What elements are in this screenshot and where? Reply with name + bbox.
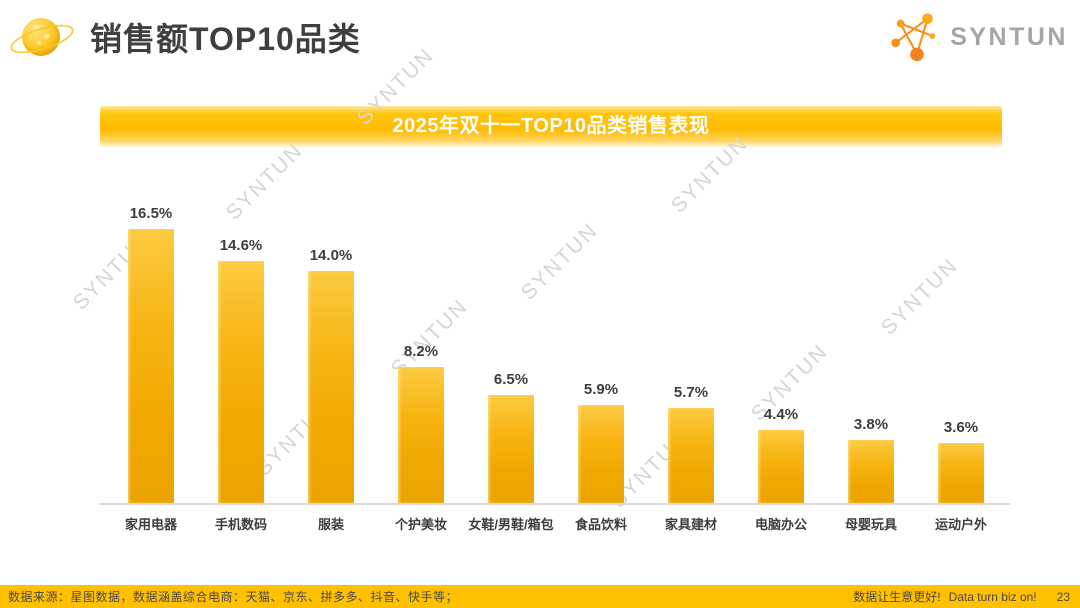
x-axis-label: 母婴玩具 — [844, 517, 897, 532]
syntun-logo: SYNTUN — [887, 10, 1068, 64]
planet-ball — [22, 18, 60, 56]
bar-value-label: 8.2% — [403, 343, 439, 360]
data-source-note: 数据来源：星图数据，数据涵盖综合电商：天猫、京东、拼多多、抖音、快手等； — [8, 590, 459, 604]
bar-chart: 16.5% 14.6% 14.0% 8.2% 6.5% 5.9% 5.7% 4.4% 3.8% 3… — [106, 180, 1006, 503]
bar-value-label: 16.5% — [129, 205, 173, 222]
chart-column-1: 16.5% — [106, 205, 196, 503]
footer-slogan-en: Data turn biz on! — [948, 589, 1037, 604]
bar-2 — [218, 261, 264, 503]
header: 销售额TOP10品类 SYNTUN — [7, 8, 1068, 66]
chart-title-banner: 2025年双十一TOP10品类销售表现 — [100, 106, 1002, 148]
bar-8 — [758, 430, 804, 503]
chart-column-4: 8.2% — [376, 343, 466, 503]
footer-right: 数据让生意更好! Data turn biz on! 23 — [853, 588, 1080, 605]
syntun-logo-icon — [891, 13, 936, 62]
x-axis-label: 食品饮料 — [574, 517, 627, 532]
bar-1 — [128, 229, 174, 503]
chart-column-6: 5.9% — [556, 381, 646, 503]
chart-column-2: 14.6% — [196, 237, 286, 503]
chart-column-7: 5.7% — [646, 384, 736, 503]
page-title: 销售额TOP10品类 — [90, 21, 361, 57]
chart-column-9: 3.8% — [826, 416, 916, 503]
bar-value-label: 14.0% — [309, 247, 353, 264]
bar-value-label: 6.5% — [493, 371, 529, 388]
x-axis-label: 电脑办公 — [754, 517, 807, 532]
bar-value-label: 4.4% — [763, 406, 799, 423]
x-axis-label: 家具建材 — [664, 517, 717, 532]
page-number: 23 — [1056, 589, 1070, 604]
bar-value-label: 5.9% — [583, 381, 619, 398]
x-axis-label: 家用电器 — [124, 517, 177, 532]
bar-value-label: 5.7% — [673, 384, 709, 401]
bar-10 — [938, 443, 984, 503]
chart-column-8: 4.4% — [736, 406, 826, 503]
planet-crater — [37, 41, 41, 45]
bar-5 — [488, 395, 534, 503]
planet-crater — [44, 34, 49, 39]
footer-slogan-cn: 数据让生意更好! — [853, 590, 941, 604]
chart-title: 2025年双十一TOP10品类销售表现 — [392, 115, 710, 137]
x-axis-label: 女鞋/男鞋/箱包 — [468, 517, 554, 532]
bar-6 — [578, 405, 624, 503]
bar-3 — [308, 271, 354, 503]
bar-9 — [848, 440, 894, 503]
planet-icon — [7, 10, 77, 64]
chart-column-5: 6.5% — [466, 371, 556, 503]
bar-value-label: 3.6% — [943, 419, 979, 436]
footer-bar: 数据来源：星图数据，数据涵盖综合电商：天猫、京东、拼多多、抖音、快手等； 数据让… — [0, 585, 1080, 608]
x-axis-labels: 家用电器 手机数码 服装 个护美妆 女鞋/男鞋/箱包 食品饮料 家具建材 电脑办公 母婴玩具 运动… — [106, 514, 1006, 533]
x-axis-label: 运动户外 — [934, 517, 987, 532]
x-axis-label: 手机数码 — [214, 517, 267, 532]
chart-column-3: 14.0% — [286, 247, 376, 503]
bar-value-label: 14.6% — [219, 237, 263, 254]
chart-column-10: 3.6% — [916, 419, 1006, 503]
bar-4 — [398, 367, 444, 503]
syntun-logo-text: SYNTUN — [950, 22, 1068, 51]
bar-7 — [668, 408, 714, 503]
x-axis-label: 服装 — [317, 517, 344, 532]
x-axis-line — [100, 503, 1010, 505]
bar-value-label: 3.8% — [853, 416, 889, 433]
planet-crater — [33, 25, 40, 32]
x-axis-label: 个护美妆 — [394, 517, 447, 532]
